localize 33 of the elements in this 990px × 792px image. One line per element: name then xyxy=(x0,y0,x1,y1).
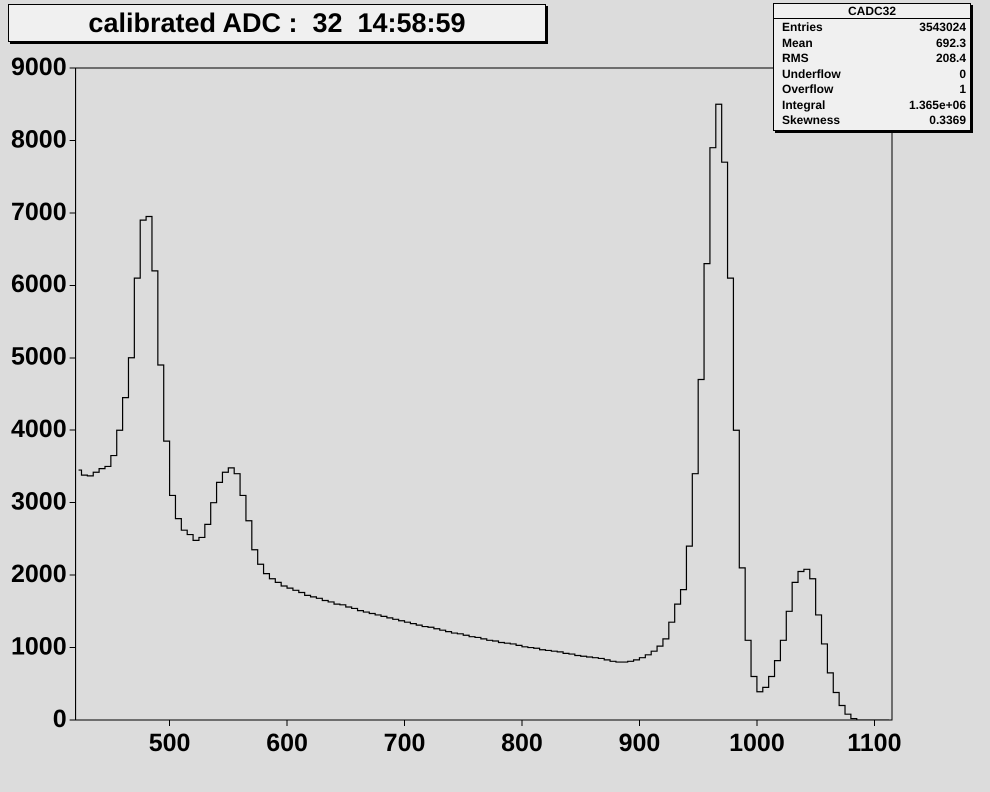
annotation: Underflow xyxy=(782,66,842,82)
text: Mean xyxy=(782,36,814,51)
y-tick-label: 2000 xyxy=(10,560,67,588)
y-tick-label: 3000 xyxy=(10,488,67,516)
text: 208.4 xyxy=(934,51,966,66)
y-tick-label: 5000 xyxy=(10,342,67,371)
text: 1 xyxy=(958,82,966,98)
x-tick-label: 1000 xyxy=(729,728,785,757)
text: Entries xyxy=(782,20,824,36)
text: RMS xyxy=(782,51,810,66)
x-tick-label: 600 xyxy=(266,728,308,757)
x-tick-label: 500 xyxy=(148,728,190,757)
text: 692.3 xyxy=(934,36,966,51)
chart-title: calibrated ADC : 32 14:58:59 xyxy=(8,4,546,42)
y-tick-label: 8000 xyxy=(10,125,67,154)
text: 0 xyxy=(958,66,966,82)
text: CADC32 xyxy=(774,4,970,19)
text: 3543024 xyxy=(918,20,966,36)
x-tick-label: 900 xyxy=(618,728,660,757)
y-tick-label: 6000 xyxy=(10,270,67,298)
y-tick-label: 1000 xyxy=(10,632,67,660)
annotation: Skewness xyxy=(782,113,842,128)
y-tick-label: 7000 xyxy=(10,198,67,226)
y-tick-label: 0 xyxy=(52,704,67,733)
x-tick-label: 700 xyxy=(384,728,426,757)
annotation: Overflow xyxy=(782,82,834,98)
y-tick-label: 9000 xyxy=(10,52,67,81)
text: 0.3369 xyxy=(928,113,966,128)
text: 1.365e+06 xyxy=(908,98,966,113)
x-tick-label: 800 xyxy=(501,728,543,757)
x-tick-label: 1100 xyxy=(847,728,902,757)
y-tick-label: 4000 xyxy=(10,415,67,444)
annotation: Integral xyxy=(782,98,826,113)
